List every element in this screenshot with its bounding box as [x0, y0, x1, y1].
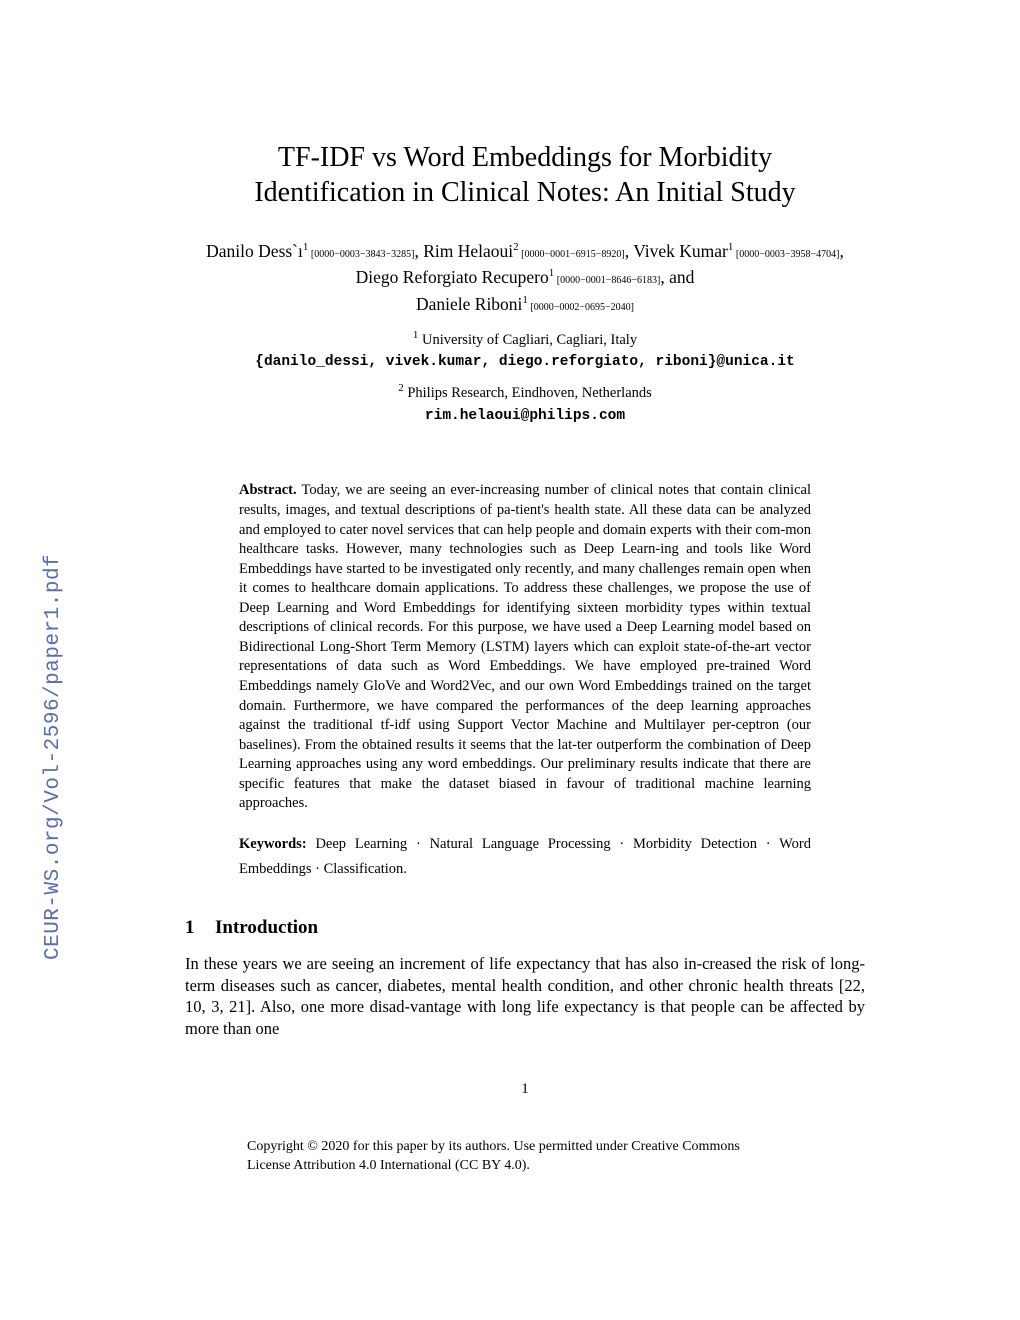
abstract-text: Today, we are seeing an ever-increasing … [239, 482, 811, 811]
paper-page: TF-IDF vs Word Embeddings for Morbidity … [185, 140, 865, 1176]
affiliation-2: 2 Philips Research, Eindhoven, Netherlan… [185, 380, 865, 427]
author-1-orcid: [0000−0003−3843−3285] [308, 249, 414, 260]
author-4-orcid: [0000−0001−8646−6183] [554, 275, 660, 286]
affil-1-email: {danilo_dessi, vivek.kumar, diego.reforg… [255, 354, 795, 370]
author-5: Daniele Riboni [416, 294, 522, 314]
abstract: Abstract. Today, we are seeing an ever-i… [239, 481, 811, 814]
keywords-label: Keywords: [239, 836, 315, 852]
keywords: Keywords: Deep Learning · Natural Langua… [239, 832, 811, 881]
section-number: 1 [185, 917, 215, 939]
author-4: Diego Reforgiato Recupero [356, 267, 549, 287]
title-line-2: Identification in Clinical Notes: An Ini… [254, 177, 795, 208]
author-5-orcid: [0000−0002−0695−2040] [528, 302, 634, 313]
author-1: Danilo Dess`ı [206, 241, 303, 261]
keywords-text: Deep Learning · Natural Language Process… [239, 836, 811, 877]
author-3-orcid: [0000−0003−3958−4704] [733, 249, 839, 260]
author-2: Rim Helaoui [423, 241, 513, 261]
affil-2-email: rim.helaoui@philips.com [425, 408, 625, 424]
title-line-1: TF-IDF vs Word Embeddings for Morbidity [278, 142, 772, 173]
authors-block: Danilo Dess`ı1 [0000−0003−3843−3285], Ri… [185, 238, 865, 317]
intro-paragraph: In these years we are seeing an incremen… [185, 953, 865, 1039]
affiliation-1: 1 University of Cagliari, Cagliari, Ital… [185, 327, 865, 374]
page-number: 1 [185, 1081, 865, 1098]
affil-1-text: University of Cagliari, Cagliari, Italy [418, 332, 637, 348]
abstract-label: Abstract. [239, 482, 302, 498]
and-conj: , and [660, 267, 694, 287]
section-heading-1: 1Introduction [185, 917, 865, 939]
side-source-label: CEUR-WS.org/Vol-2596/paper1.pdf [42, 554, 65, 960]
section-title: Introduction [215, 917, 318, 938]
paper-title: TF-IDF vs Word Embeddings for Morbidity … [185, 140, 865, 210]
affil-2-text: Philips Research, Eindhoven, Netherlands [404, 385, 652, 401]
copyright-notice: Copyright © 2020 for this paper by its a… [247, 1138, 767, 1176]
author-3: Vivek Kumar [633, 241, 728, 261]
author-2-orcid: [0000−0001−6915−8920] [519, 249, 625, 260]
